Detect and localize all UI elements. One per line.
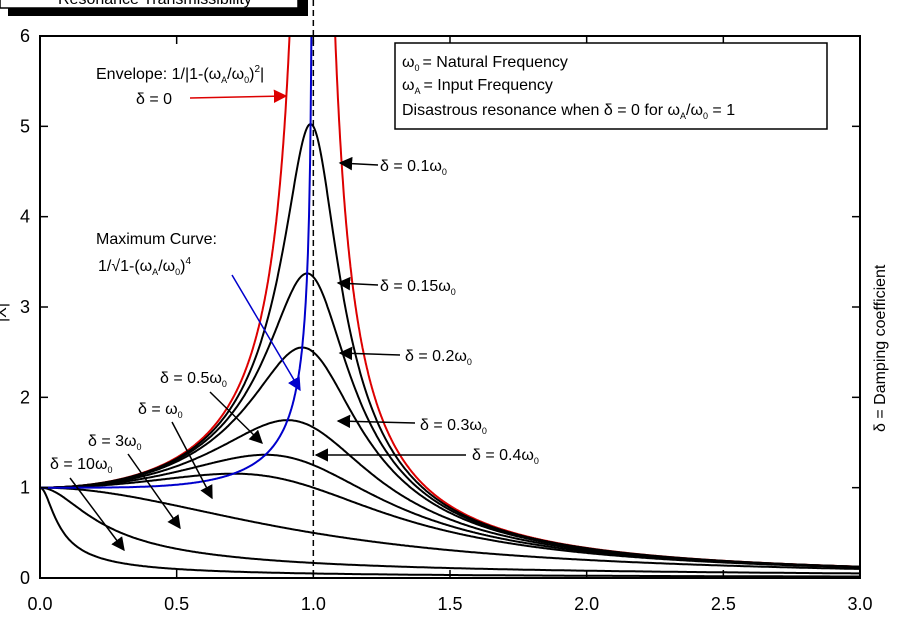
arrow-delta-0-3 <box>336 414 416 429</box>
label-delta-0-4: δ = 0.4ω0 <box>472 447 539 466</box>
series-line-6 <box>40 472 860 569</box>
y-tick-label: 0 <box>20 568 30 588</box>
label-delta-0-15: δ = 0.15ω0 <box>380 278 456 297</box>
arrow-delta-10 <box>69 477 125 552</box>
maximum-curve-title: Maximum Curve: <box>96 231 217 248</box>
label-delta-0-1: δ = 0.1ω0 <box>380 158 447 177</box>
legend-line-natural: ω0 = Natural Frequency <box>402 54 568 73</box>
maximum-curve-arrow <box>231 274 301 392</box>
y-tick-label: 2 <box>20 387 30 407</box>
envelope-arrow <box>189 89 288 104</box>
label-delta-1: δ = ω0 <box>138 401 183 420</box>
envelope-delta-zero: δ = 0 <box>136 91 172 108</box>
series-line-8 <box>40 486 860 575</box>
title-box: Resonance Transmissibility <box>0 0 308 16</box>
y-axis-label-fragment: |X| <box>0 303 10 322</box>
maximum-curve-formula: 1/√1-(ωA/ω0)4 <box>98 256 191 277</box>
series-line-1 <box>40 123 860 568</box>
arrow-delta-0-2 <box>338 346 401 361</box>
envelope-formula: Envelope: 1/|1-(ωA/ω0)2| <box>96 64 264 85</box>
label-delta-0-2: δ = 0.2ω0 <box>405 348 472 367</box>
y-tick-label: 6 <box>20 26 30 46</box>
series-line-10 <box>40 36 313 489</box>
legend-box: ω0 = Natural Frequency ωA = Input Frequenc… <box>394 42 828 130</box>
x-tick-label: 1.5 <box>437 594 462 614</box>
x-tick-label: 1.0 <box>301 594 326 614</box>
arrow-delta-0-1 <box>338 156 379 171</box>
y-tick-label: 5 <box>20 116 30 136</box>
arrow-delta-3 <box>127 453 181 530</box>
label-delta-10: δ = 10ω0 <box>50 456 112 475</box>
x-tick-label: 3.0 <box>847 594 872 614</box>
legend-line-disaster: Disastrous resonance when δ = 0 for ωA/ω… <box>402 102 735 121</box>
chart-title: Resonance Transmissibility <box>58 0 252 8</box>
arrow-delta-1 <box>171 421 213 500</box>
curve-labels: δ = 0.1ω0 δ = 0.15ω0 δ = 0.2ω0 δ = 0.3ω0… <box>50 156 539 552</box>
damping-coefficient-label: δ = Damping coefficient <box>872 264 889 432</box>
arrow-delta-0-5 <box>209 391 263 444</box>
x-tick-label: 2.0 <box>574 594 599 614</box>
label-delta-3: δ = 3ω0 <box>88 433 142 452</box>
x-tick-label: 0.0 <box>27 594 52 614</box>
axis-ticks: 0.0 0.5 1.0 1.5 2.0 2.5 3.0 0 1 2 3 4 5 6 <box>20 26 873 614</box>
y-tick-label: 4 <box>20 207 30 227</box>
x-tick-label: 2.5 <box>711 594 736 614</box>
x-tick-label: 0.5 <box>164 594 189 614</box>
series-line-7 <box>40 486 860 570</box>
maximum-curve-label: Maximum Curve: 1/√1-(ωA/ω0)4 <box>96 231 301 392</box>
legend-line-input: ωA = Input Frequency <box>402 77 553 96</box>
label-delta-0-5: δ = 0.5ω0 <box>160 370 227 389</box>
y-tick-label: 3 <box>20 297 30 317</box>
arrow-delta-0-15 <box>336 276 379 291</box>
y-tick-label: 1 <box>20 478 30 498</box>
label-delta-0-3: δ = 0.3ω0 <box>420 417 487 436</box>
envelope-label: Envelope: 1/|1-(ωA/ω0)2| δ = 0 <box>96 64 288 108</box>
